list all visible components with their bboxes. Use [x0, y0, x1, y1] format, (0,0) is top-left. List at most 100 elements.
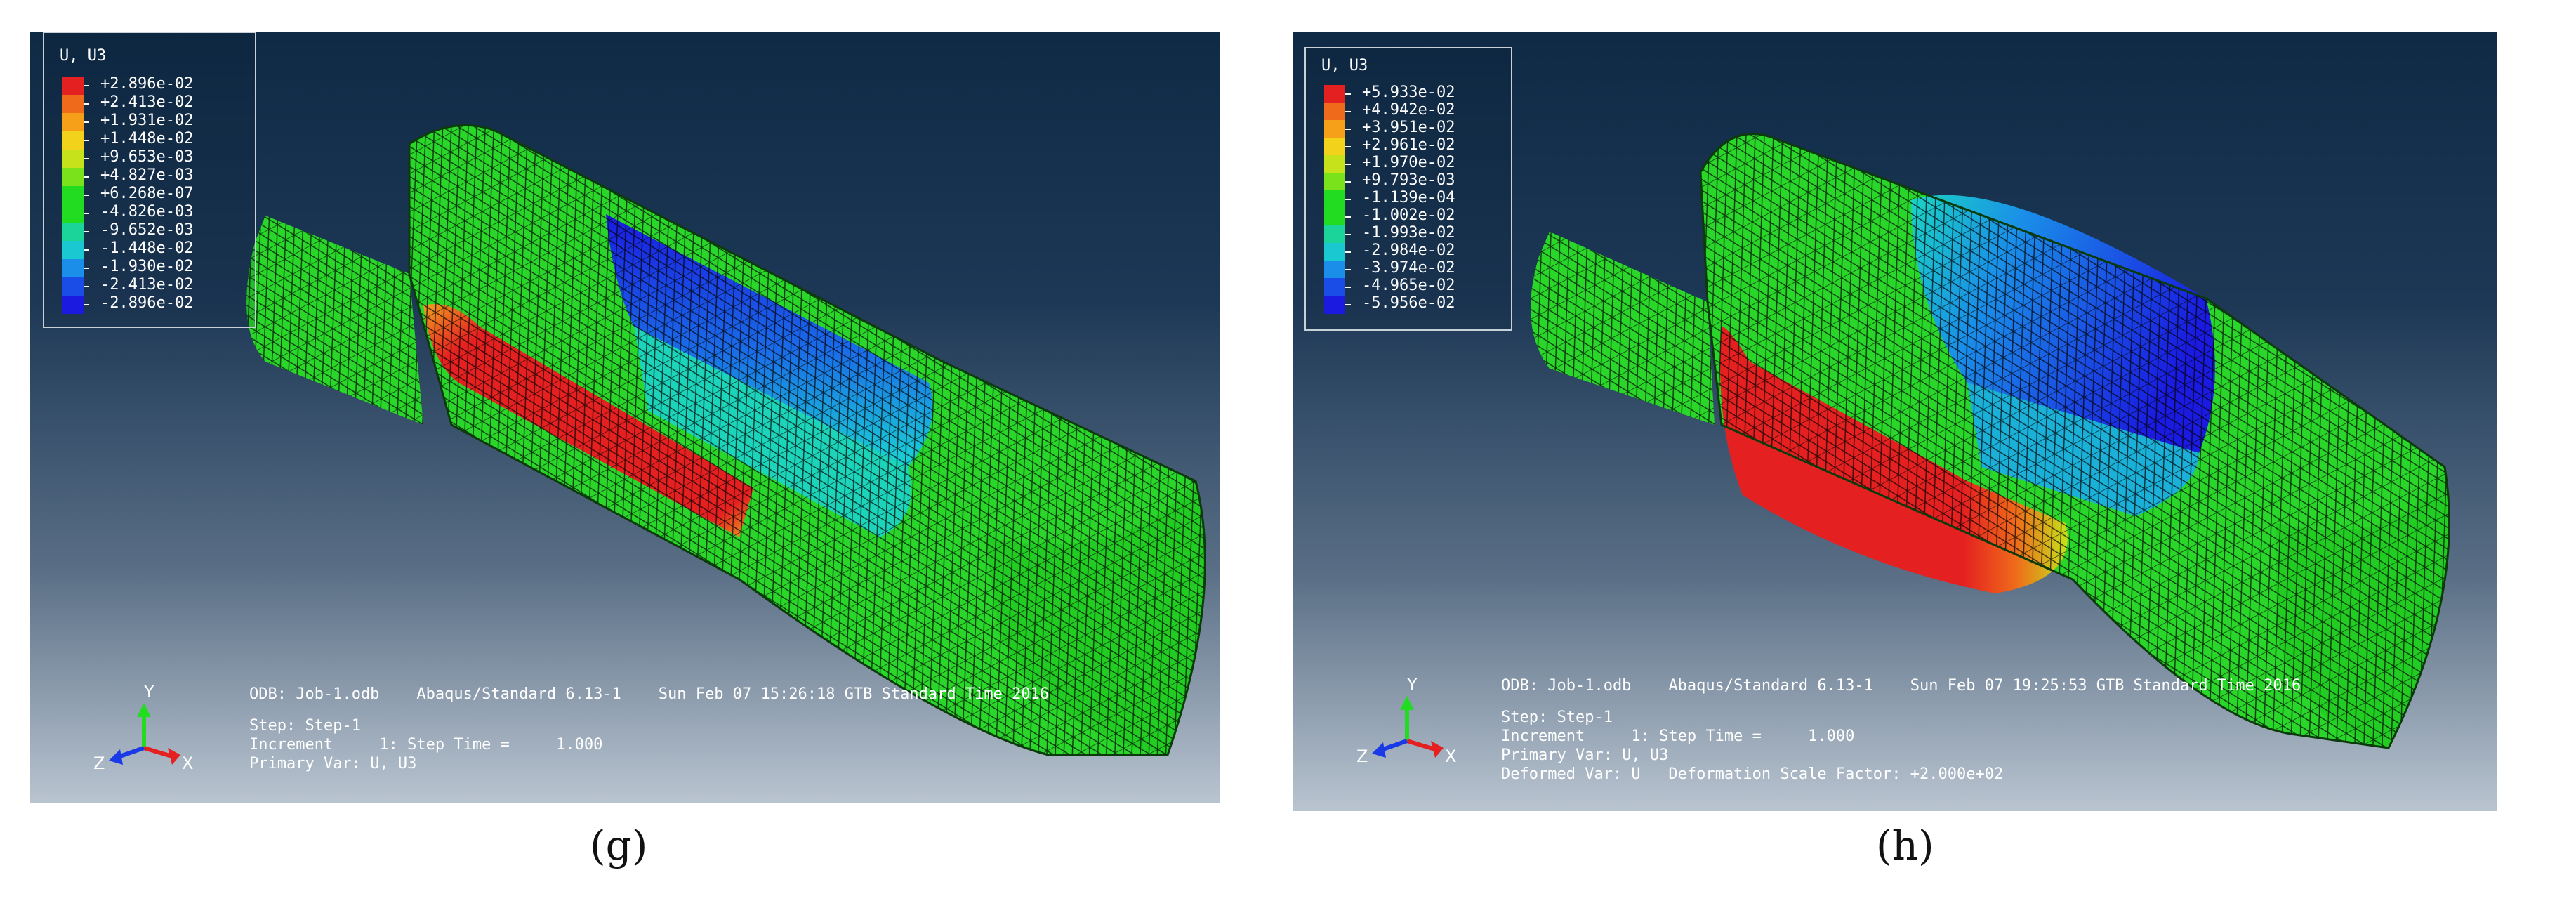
- triad-x-label: X: [182, 754, 193, 773]
- legend-tick: [1345, 129, 1351, 130]
- legend-tick: [84, 268, 89, 269]
- step-line: Step: Step-1: [1501, 709, 1613, 726]
- viewport-h: U, U3 +5.933e-02 +4.942e-02 +3.951e-02 +2.9…: [1293, 32, 2497, 811]
- legend-swatch: [1324, 278, 1345, 296]
- deformed-var-line: Deformed Var: U Deformation Scale Factor…: [1501, 765, 2004, 783]
- legend-swatch: [62, 259, 84, 277]
- legend-value: +1.931e-02: [100, 112, 194, 129]
- triad-x-label: X: [1445, 747, 1456, 766]
- contour-legend-g: U, U3 +2.896e-02 +2.413e-02 +1.931e-02 +1.4…: [43, 32, 256, 328]
- axis-triad-icon: Y Z X: [93, 682, 193, 773]
- legend-swatch: [1324, 155, 1345, 173]
- legend-title: U, U3: [60, 47, 107, 65]
- legend-tick: [84, 140, 89, 141]
- legend-value: +3.951e-02: [1362, 119, 1455, 136]
- legend-tick: [84, 195, 89, 196]
- viewport-g: U, U3 +2.896e-02 +2.413e-02 +1.931e-02 +1.4…: [30, 32, 1220, 803]
- increment-line: Increment 1: Step Time = 1.000: [1501, 728, 1855, 745]
- legend-value: -5.956e-02: [1362, 294, 1455, 312]
- legend-value: +2.896e-02: [100, 75, 194, 93]
- legend-tick: [84, 85, 89, 86]
- legend-swatch: [1324, 103, 1345, 121]
- legend-value: -4.826e-03: [100, 203, 194, 221]
- legend-tick: [84, 249, 89, 251]
- legend-value: -1.139e-04: [1362, 189, 1455, 206]
- legend-swatch: [62, 277, 84, 296]
- legend-value: +6.268e-07: [100, 185, 194, 202]
- legend-swatch: [62, 186, 84, 204]
- legend-tick: [1345, 181, 1351, 183]
- triad-y-label: Y: [143, 682, 154, 702]
- legend-value: +2.413e-02: [100, 93, 194, 111]
- legend-value: +2.961e-02: [1362, 136, 1455, 154]
- legend-tick: [84, 231, 89, 232]
- legend-tick: [1345, 199, 1351, 200]
- contour-legend-h: U, U3 +5.933e-02 +4.942e-02 +3.951e-02 +2.9…: [1304, 47, 1512, 331]
- axis-triad-icon: Y Z X: [1356, 675, 1456, 766]
- legend-tick: [1345, 234, 1351, 235]
- increment-line: Increment 1: Step Time = 1.000: [249, 736, 603, 754]
- legend-swatch: [1324, 190, 1345, 209]
- caption-g: (g): [590, 822, 648, 869]
- odb-line: ODB: Job-1.odb Abaqus/Standard 6.13-1 Su…: [249, 685, 1050, 703]
- legend-tick: [1345, 111, 1351, 112]
- legend-swatch: [1324, 243, 1345, 261]
- legend-value: -2.984e-02: [1362, 242, 1455, 259]
- info-block-h: ODB: Job-1.odb Abaqus/Standard 6.13-1 Su…: [1501, 676, 2301, 784]
- legend-title: U, U3: [1321, 57, 1368, 74]
- triad-z-label: Z: [93, 754, 105, 773]
- legend-value: +5.933e-02: [1362, 84, 1455, 101]
- legend-tick: [84, 286, 89, 287]
- legend-swatch: [62, 95, 84, 113]
- legend-value: +4.942e-02: [1362, 101, 1455, 119]
- legend-tick: [1345, 164, 1351, 165]
- legend-swatch: [1324, 138, 1345, 156]
- legend-swatch: [62, 223, 84, 241]
- legend-tick: [1345, 269, 1351, 270]
- legend-value: -1.002e-02: [1362, 206, 1455, 224]
- legend-value: +1.448e-02: [100, 130, 194, 147]
- legend-swatch: [62, 150, 84, 168]
- info-block-g: ODB: Job-1.odb Abaqus/Standard 6.13-1 Su…: [249, 685, 1049, 773]
- legend-swatch: [62, 296, 84, 314]
- legend-tick: [84, 304, 89, 305]
- caption-h: (h): [1876, 822, 1934, 869]
- legend-swatch: [1324, 296, 1345, 314]
- legend-swatch: [1324, 261, 1345, 279]
- legend-swatch: [62, 241, 84, 259]
- legend-swatch: [62, 168, 84, 186]
- legend-swatch: [62, 77, 84, 95]
- odb-line: ODB: Job-1.odb Abaqus/Standard 6.13-1 Su…: [1501, 677, 2301, 695]
- legend-value: -1.448e-02: [100, 239, 194, 257]
- legend-swatch: [1324, 85, 1345, 103]
- legend-value: -2.413e-02: [100, 276, 194, 294]
- legend-value: -1.993e-02: [1362, 224, 1455, 242]
- legend-tick: [84, 103, 89, 105]
- legend-tick: [1345, 93, 1351, 95]
- primary-var-line: Primary Var: U, U3: [249, 755, 417, 772]
- legend-swatch: [1324, 173, 1345, 191]
- legend-tick: [84, 121, 89, 123]
- legend-swatch: [62, 131, 84, 150]
- legend-swatch: [1324, 208, 1345, 226]
- legend-tick: [1345, 146, 1351, 147]
- legend-value: -3.974e-02: [1362, 259, 1455, 277]
- legend-value: +1.970e-02: [1362, 154, 1455, 171]
- triad-y-label: Y: [1406, 675, 1418, 695]
- legend-value: -4.965e-02: [1362, 277, 1455, 294]
- legend-tick: [84, 213, 89, 214]
- legend-value: +9.793e-03: [1362, 171, 1455, 189]
- legend-value: -1.930e-02: [100, 258, 194, 275]
- legend-swatch: [62, 113, 84, 131]
- legend-value: -9.652e-03: [100, 221, 194, 239]
- step-line: Step: Step-1: [249, 717, 361, 735]
- legend-tick: [84, 158, 89, 159]
- legend-swatch: [1324, 120, 1345, 138]
- legend-tick: [1345, 216, 1351, 218]
- legend-swatch: [62, 204, 84, 223]
- primary-var-line: Primary Var: U, U3: [1501, 747, 1669, 764]
- legend-tick: [1345, 287, 1351, 288]
- fem-model-g: [246, 124, 1206, 756]
- triad-z-label: Z: [1356, 747, 1368, 766]
- legend-tick: [1345, 251, 1351, 253]
